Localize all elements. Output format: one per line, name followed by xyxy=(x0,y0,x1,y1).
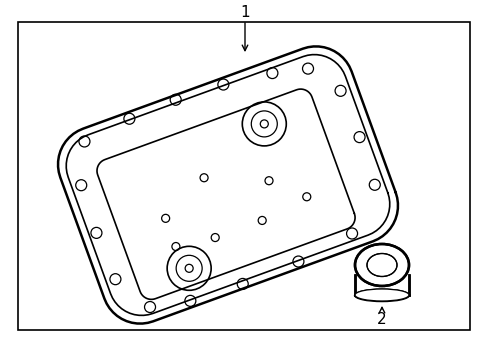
Bar xyxy=(354,275,410,301)
Bar xyxy=(18,22,470,330)
Text: 2: 2 xyxy=(377,312,387,328)
Ellipse shape xyxy=(355,289,409,301)
Ellipse shape xyxy=(355,244,409,286)
Ellipse shape xyxy=(367,253,397,276)
Text: 1: 1 xyxy=(240,5,250,19)
